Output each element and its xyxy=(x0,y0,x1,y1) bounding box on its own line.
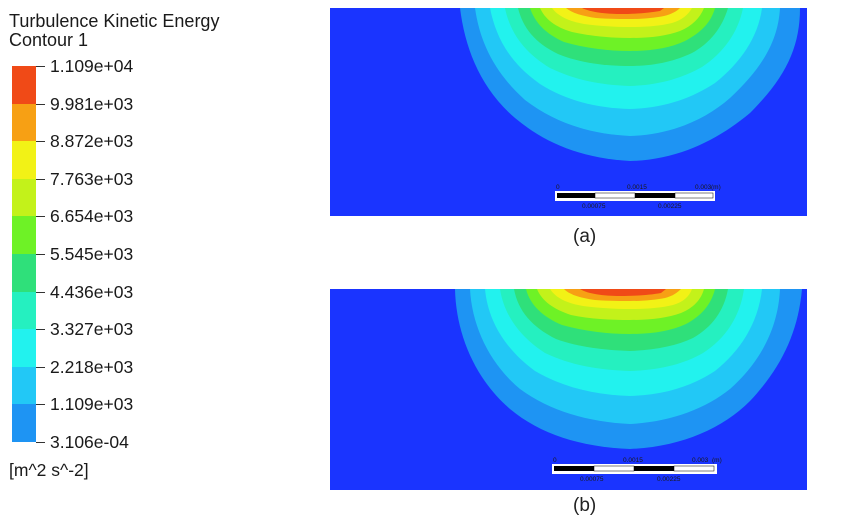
scale-top-unit-b: (m) xyxy=(712,457,722,464)
scale-top-1: 0.0015 xyxy=(627,184,647,191)
legend-level-label: 3.327e+03 xyxy=(50,319,134,340)
scale-top-0-b: 0 xyxy=(553,457,557,464)
color-scale-bar xyxy=(12,66,36,442)
color-band xyxy=(12,366,36,405)
legend-level-label: 5.545e+03 xyxy=(50,244,134,264)
legend-level-label: 4.436e+03 xyxy=(50,281,134,302)
contour-plot-a: 0 0.0015 0.003 (m) 0.00075 0.00225 xyxy=(330,8,807,216)
scale-bottom-0-b: 0.00075 xyxy=(580,476,604,483)
legend-units: [m^2 s^-2] xyxy=(9,460,89,480)
legend-tick xyxy=(36,254,45,255)
color-band xyxy=(12,216,36,254)
legend-tick xyxy=(36,103,45,105)
legend-tick xyxy=(36,329,45,331)
legend-level-label: 2.218e+03 xyxy=(50,356,134,377)
scale-top-unit: (m) xyxy=(711,184,721,191)
panel-caption-a: (a) xyxy=(573,226,597,247)
legend-tick xyxy=(36,178,45,180)
legend-title-line2: Contour 1 xyxy=(9,30,89,50)
scale-bottom-1-b: 0.00225 xyxy=(657,476,681,483)
color-band xyxy=(12,141,36,179)
legend-level-label: 7.763e+03 xyxy=(50,168,134,189)
legend-tick xyxy=(36,442,45,443)
scale-bottom-0: 0.00075 xyxy=(582,203,606,210)
legend-level-label: 1.109e+03 xyxy=(50,394,134,415)
legend-tick xyxy=(36,141,45,143)
legend-tick xyxy=(36,66,45,67)
contour-panel-a: 0 0.0015 0.003 (m) 0.00075 0.00225 xyxy=(330,8,807,216)
color-band xyxy=(12,329,36,367)
legend-level-label: 3.106e-04 xyxy=(50,432,129,452)
legend-tick xyxy=(36,291,45,293)
contour-plot-b: 0 0.0015 0.003 (m) 0.00075 0.00225 xyxy=(330,289,807,490)
legend-level-label: 9.981e+03 xyxy=(50,93,134,114)
panel-caption-b: (b) xyxy=(573,495,597,516)
scale-top-1-b: 0.0015 xyxy=(623,457,643,464)
color-band xyxy=(12,253,36,292)
contour-panel-b: 0 0.0015 0.003 (m) 0.00075 0.00225 xyxy=(330,289,807,490)
scale-top-2-b: 0.003 xyxy=(692,457,709,464)
scale-bottom-1: 0.00225 xyxy=(658,203,682,210)
color-band xyxy=(12,103,36,142)
legend-tick xyxy=(36,404,45,406)
color-band xyxy=(12,291,36,330)
legend-tick xyxy=(36,216,45,218)
scale-top-0: 0 xyxy=(556,184,560,191)
scale-top-2: 0.003 xyxy=(695,184,712,191)
color-band xyxy=(12,66,36,104)
color-band xyxy=(12,404,36,442)
color-band xyxy=(12,178,36,217)
legend-level-label: 1.109e+04 xyxy=(50,56,134,76)
legend-tick xyxy=(36,366,45,368)
legend-level-label: 6.654e+03 xyxy=(50,206,134,227)
legend-level-label: 8.872e+03 xyxy=(50,131,134,152)
legend-title-line1: Turbulence Kinetic Energy xyxy=(9,11,220,31)
legend-title: Turbulence Kinetic Energy Contour 1 xyxy=(9,12,219,50)
